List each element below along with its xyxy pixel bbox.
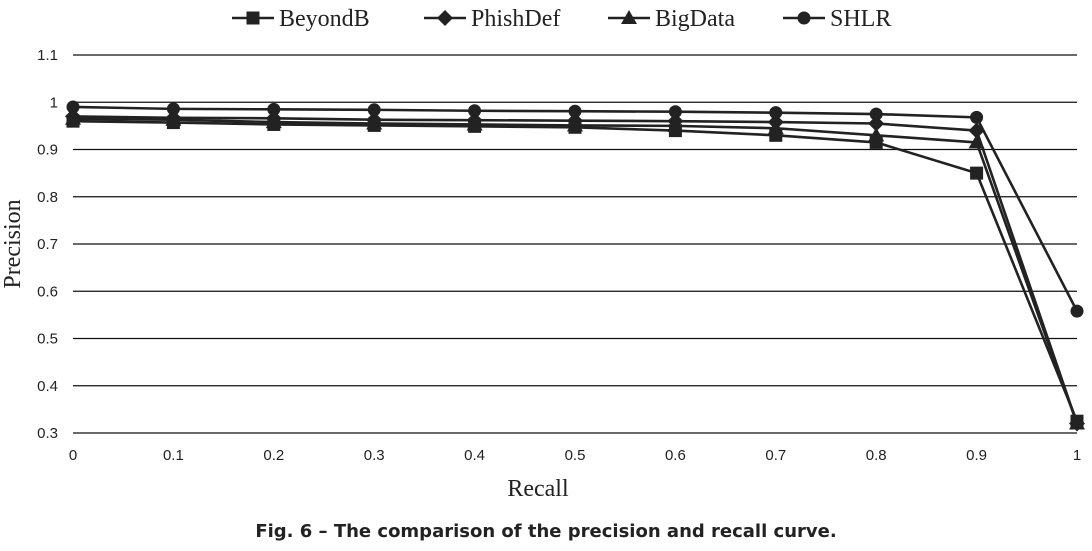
- point-phishdef: [868, 115, 885, 132]
- gridlines: [73, 54, 1077, 434]
- point-phishdef: [968, 122, 985, 139]
- legend-item-beyondb: BeyondB: [232, 6, 370, 32]
- y-tick-label: 0.8: [37, 189, 58, 206]
- point-bigdata: [366, 115, 383, 130]
- point-shlr: [769, 106, 783, 120]
- point-shlr: [367, 103, 381, 117]
- point-shlr: [1070, 304, 1084, 318]
- point-shlr: [869, 107, 883, 121]
- series-shlr: [66, 100, 1084, 318]
- point-bigdata: [466, 116, 483, 131]
- x-tick-label: 0: [69, 447, 77, 464]
- point-bigdata: [968, 134, 985, 149]
- x-tick-labels: 0 0.1 0.2 0.3 0.4 0.5 0.6 0.7 0.8 0.9 1: [69, 447, 1081, 464]
- x-tick-label: 1: [1073, 447, 1081, 464]
- x-tick-label: 0.5: [565, 447, 586, 464]
- x-tick-label: 0.2: [263, 447, 284, 464]
- legend-item-phishdef: PhishDef: [424, 6, 560, 32]
- series-phishdef: [65, 108, 1085, 432]
- x-tick-label: 0.3: [364, 447, 385, 464]
- y-axis-title: Precision: [0, 199, 26, 288]
- y-tick-label: 0.4: [37, 378, 58, 395]
- point-bigdata: [65, 110, 81, 125]
- x-axis-title: Recall: [507, 476, 569, 502]
- x-tick-label: 0.1: [163, 447, 184, 464]
- x-tick-label: 0.7: [765, 447, 786, 464]
- point-bigdata: [165, 111, 182, 126]
- figure-caption: Fig. 6 – The comparison of the precision…: [255, 521, 837, 542]
- series-line-beyondb: [72, 119, 1079, 422]
- point-shlr: [668, 105, 682, 119]
- point-beyondb: [970, 166, 984, 180]
- point-bigdata: [767, 120, 784, 135]
- point-shlr: [66, 100, 80, 114]
- legend-label: BeyondB: [279, 6, 370, 32]
- y-tick-label: 0.3: [37, 425, 58, 442]
- x-tick-label: 0.8: [866, 447, 887, 464]
- x-tick-label: 0.9: [966, 447, 987, 464]
- legend-label: SHLR: [830, 6, 891, 32]
- point-shlr: [166, 102, 180, 116]
- point-shlr: [267, 102, 281, 116]
- y-tick-label: 1: [50, 94, 58, 111]
- legend-marker-square: [246, 11, 260, 25]
- series-group: [65, 100, 1085, 432]
- point-bigdata: [667, 117, 684, 132]
- y-tick-labels: 0.3 0.4 0.5 0.6 0.7 0.8 0.9 1 1.1: [37, 47, 58, 442]
- legend-label: PhishDef: [471, 6, 560, 32]
- point-shlr: [970, 110, 984, 124]
- legend: BeyondB PhishDef BigData SHLR: [232, 6, 891, 32]
- y-tick-label: 0.6: [37, 283, 58, 300]
- legend-marker-triangle: [621, 10, 637, 24]
- x-tick-label: 0.4: [464, 447, 485, 464]
- y-tick-label: 0.5: [37, 331, 58, 348]
- legend-marker-diamond: [437, 10, 453, 26]
- y-tick-label: 1.1: [37, 47, 58, 64]
- legend-label: BigData: [655, 6, 735, 32]
- legend-item-bigdata: BigData: [608, 6, 735, 32]
- legend-marker-circle: [797, 11, 811, 25]
- series-bigdata: [65, 110, 1085, 430]
- point-shlr: [468, 104, 482, 118]
- point-bigdata: [265, 114, 282, 129]
- series-beyondb: [66, 114, 1084, 428]
- y-tick-label: 0.7: [37, 236, 58, 253]
- series-line-phishdef: [72, 115, 1079, 424]
- legend-item-shlr: SHLR: [783, 6, 891, 32]
- x-tick-label: 0.6: [665, 447, 686, 464]
- point-bigdata: [567, 117, 583, 132]
- point-bigdata: [868, 127, 885, 142]
- series-line-bigdata: [72, 117, 1079, 424]
- point-shlr: [568, 104, 582, 118]
- y-tick-label: 0.9: [37, 142, 58, 159]
- precision-recall-chart: BeyondB PhishDef BigData SHLR 0.30.40.50.60…: [0, 6, 1085, 502]
- point-bigdata: [1069, 415, 1085, 430]
